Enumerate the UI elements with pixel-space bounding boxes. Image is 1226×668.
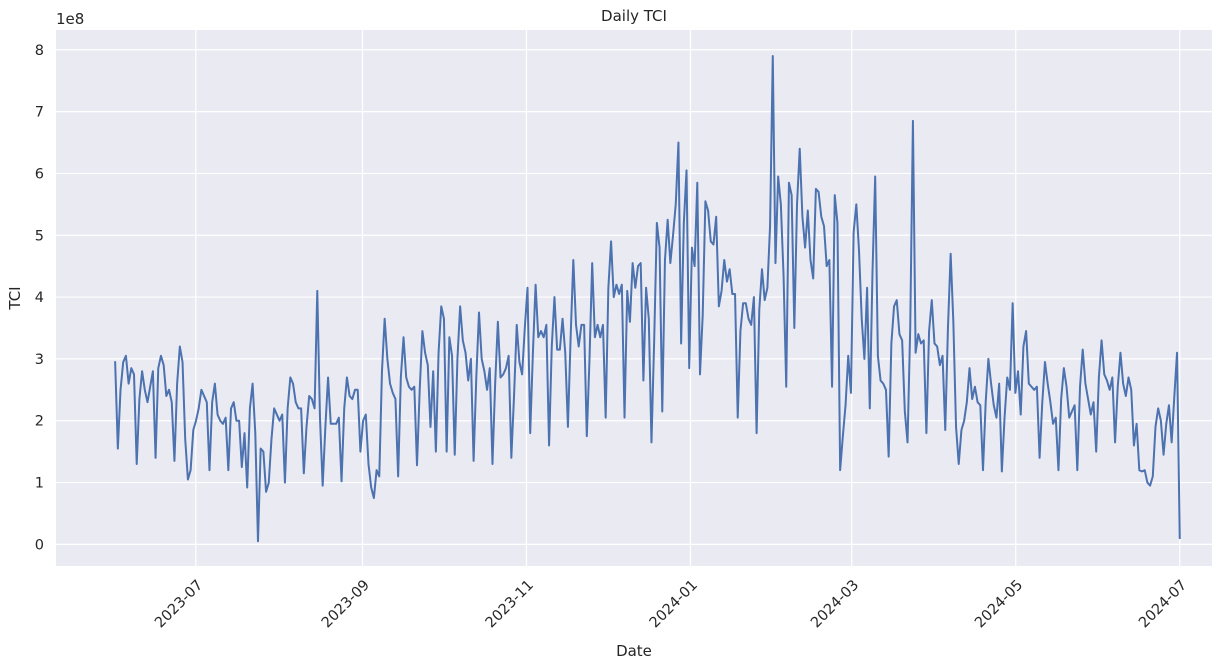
x-axis-label: Date: [616, 642, 652, 660]
plot-area: [56, 30, 1212, 566]
x-tick-label: 2024-01: [647, 577, 701, 631]
x-tick-label: 2024-03: [808, 577, 862, 631]
y-tick-label: 0: [35, 537, 44, 553]
x-tick-label: 2024-07: [1136, 577, 1190, 631]
x-tick-label: 2023-07: [152, 577, 206, 631]
y-tick-label: 3: [35, 352, 44, 368]
y-tick-label: 6: [35, 166, 44, 182]
y-offset-label: 1e8: [56, 10, 84, 28]
y-axis-label: TCI: [6, 286, 24, 310]
y-tick-label: 7: [35, 105, 44, 121]
y-tick-label: 1: [35, 476, 44, 492]
y-tick-label: 4: [35, 290, 44, 306]
x-tick-label: 2024-05: [972, 577, 1026, 631]
x-tick-label: 2023-09: [319, 577, 373, 631]
y-tick-label: 8: [35, 43, 44, 59]
series-line: [114, 54, 1181, 543]
chart-title: Daily TCI: [601, 7, 667, 25]
y-tick-label: 5: [35, 228, 44, 244]
x-tick-label: 2023-11: [483, 577, 537, 631]
y-tick-label: 2: [35, 414, 44, 430]
series-layer: [114, 54, 1181, 543]
